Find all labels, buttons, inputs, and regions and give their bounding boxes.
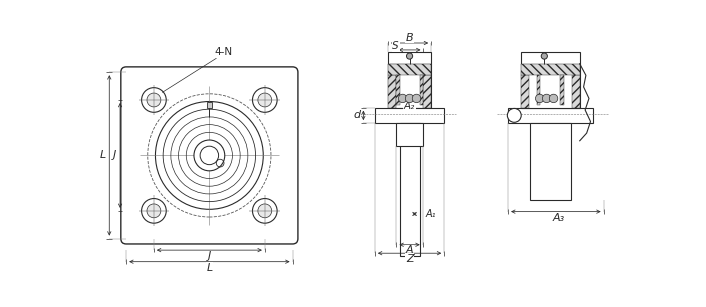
Text: J: J [208,251,211,261]
Text: A: A [406,245,414,255]
Bar [375,108,444,123]
Circle shape [147,204,161,218]
Circle shape [253,88,277,112]
Text: 4-N: 4-N [214,47,232,57]
Bar [397,123,423,146]
Circle shape [405,94,414,103]
Bar [561,75,564,105]
Circle shape [147,93,161,107]
Bar [508,108,593,123]
Bar [395,75,400,105]
Text: Z: Z [406,254,414,264]
Circle shape [142,199,166,223]
Circle shape [407,53,412,59]
Circle shape [398,94,407,103]
FancyBboxPatch shape [121,67,298,244]
Bar [388,64,431,108]
Circle shape [549,94,558,103]
Text: A₁: A₁ [426,209,436,219]
Bar [388,64,431,75]
Bar [419,75,424,105]
Text: B: B [406,33,414,43]
Bar [521,52,580,64]
Bar [521,75,529,108]
Circle shape [194,140,225,171]
Circle shape [142,88,166,112]
Bar [424,75,431,108]
Circle shape [542,53,547,59]
Text: A₃: A₃ [552,213,564,223]
Bar [530,123,571,200]
Circle shape [155,102,263,209]
Text: L: L [100,150,105,161]
Text: J: J [113,150,116,161]
Bar [388,52,431,64]
Circle shape [508,108,521,122]
Text: d: d [354,111,361,120]
Circle shape [535,94,544,103]
Text: L: L [206,263,213,273]
Bar [400,123,419,256]
Circle shape [412,94,421,103]
Circle shape [258,93,272,107]
Text: S: S [393,41,399,51]
Bar [207,102,212,108]
Text: A₂: A₂ [404,101,415,111]
Bar [572,75,580,108]
Bar [388,75,395,108]
Circle shape [253,199,277,223]
Bar [521,64,580,75]
Bar [537,75,541,105]
Bar [521,64,580,108]
Circle shape [258,204,272,218]
Circle shape [542,94,551,103]
